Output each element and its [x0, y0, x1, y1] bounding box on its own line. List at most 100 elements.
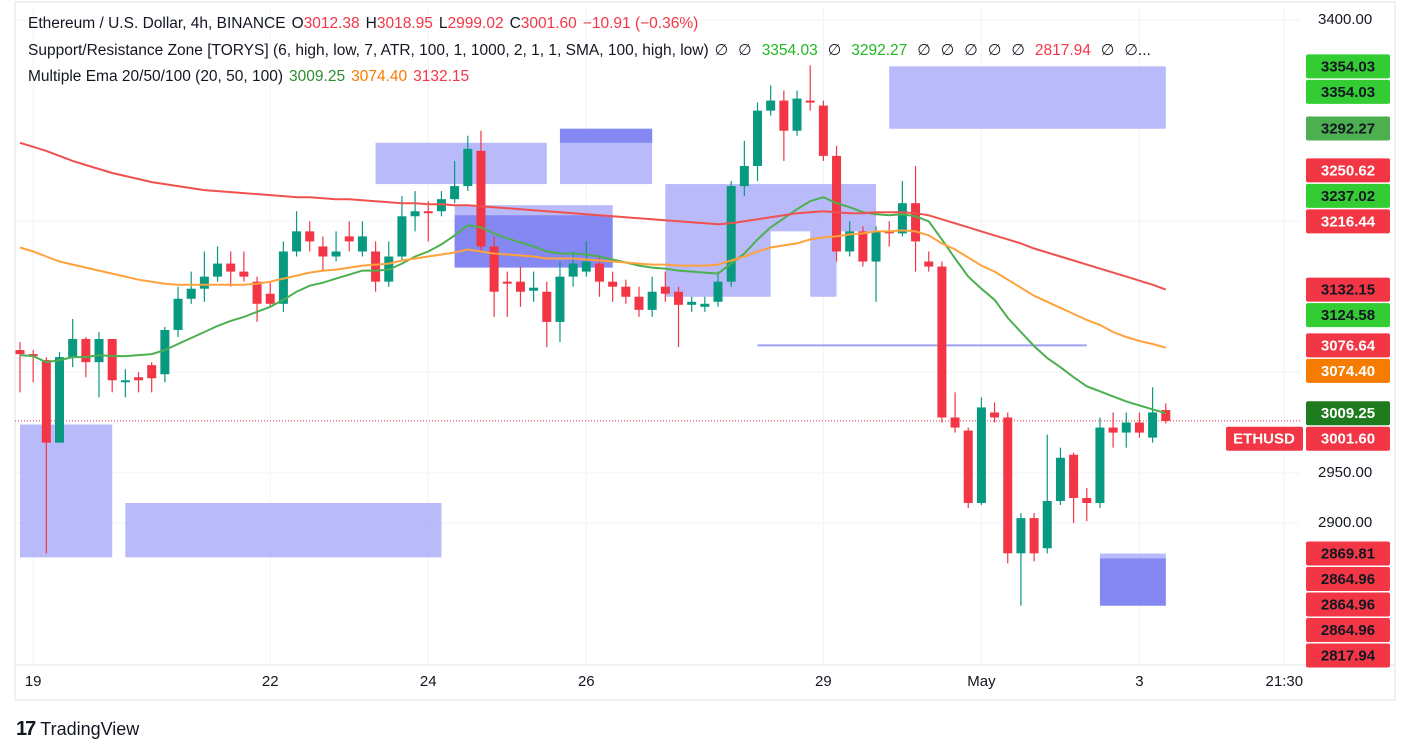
candle-body	[976, 407, 986, 504]
price-badge	[1306, 116, 1390, 141]
indicator-value: ∅	[1011, 41, 1025, 59]
candle-body	[647, 291, 657, 310]
price-badge	[1306, 183, 1390, 208]
candle-body	[766, 100, 776, 111]
candle-body	[1161, 410, 1171, 421]
indicator-value: ∅	[738, 41, 752, 59]
price-badge-label: 3250.62	[1321, 162, 1375, 179]
indicator-value: ∅	[827, 41, 842, 59]
candle-body	[41, 360, 51, 443]
price-badge	[1306, 618, 1390, 643]
price-badge	[1306, 401, 1390, 426]
y-tick-label: 2950.00	[1318, 464, 1372, 481]
price-badge-label: 2864.96	[1321, 596, 1375, 613]
x-tick-label: 21:30	[1266, 673, 1304, 690]
sr-zone	[889, 66, 1166, 129]
candle-body	[805, 100, 815, 103]
candle-body	[990, 412, 1000, 418]
candle-body	[937, 266, 947, 418]
candle-body	[568, 263, 578, 277]
candle-body	[213, 263, 223, 277]
price-badge-label: 3074.40	[1321, 363, 1375, 380]
candle-body	[1055, 457, 1065, 502]
candle-body	[753, 110, 763, 166]
candle-body	[239, 271, 249, 277]
candle-body	[792, 98, 802, 131]
brand-name: TradingView	[40, 719, 140, 739]
price-badge-label: 3076.64	[1321, 337, 1376, 354]
candle-body	[292, 231, 302, 252]
indicator-value: 3354.03	[761, 41, 818, 59]
y-tick-label: 2900.00	[1318, 514, 1372, 531]
candle-body	[515, 281, 525, 292]
price-badge	[1306, 209, 1390, 234]
candle-body	[700, 303, 710, 307]
ohlc-key: L	[438, 15, 448, 32]
candle-body	[489, 246, 499, 292]
price-badge-label: 3216.44	[1321, 213, 1376, 230]
price-badge-label: 3009.25	[1321, 405, 1375, 422]
candle-body	[1121, 422, 1131, 433]
candle-body	[81, 339, 91, 363]
price-badge-label: 3292.27	[1321, 120, 1375, 137]
candle-body	[371, 251, 381, 282]
x-tick-label: 19	[25, 673, 42, 690]
candle-body	[555, 276, 565, 322]
brand-logo[interactable]: 17 TradingView	[16, 718, 139, 741]
price-badge-label: 3354.03	[1321, 58, 1375, 75]
candle-body	[674, 291, 683, 305]
candle-body	[594, 263, 604, 282]
ema-line	[19, 196, 1167, 415]
candle-body	[226, 263, 236, 272]
price-badge-label: 2869.81	[1321, 545, 1375, 562]
price-badge	[1306, 333, 1390, 358]
price-badge-label: 3132.15	[1321, 282, 1375, 299]
candle-body	[818, 105, 828, 156]
candle-body	[450, 186, 460, 200]
indicator-value: 3074.40	[351, 68, 408, 85]
indicator-title[interactable]: Multiple Ema 20/50/100 (20, 50, 100)	[28, 68, 284, 85]
candle-body	[1134, 422, 1144, 433]
candle-body	[107, 339, 117, 381]
candle-body	[199, 276, 209, 289]
candle-body	[1016, 518, 1026, 554]
candle-body	[397, 216, 407, 257]
candle-body	[1082, 497, 1092, 504]
sr-zone	[375, 142, 547, 185]
price-badge-label: 2864.96	[1321, 622, 1375, 639]
price-badge-label: 3237.02	[1321, 188, 1375, 205]
indicator-title[interactable]: Support/Resistance Zone [TORYS] (6, high…	[28, 41, 709, 59]
legend: Ethereum / U.S. Dollar, 4h, BINANCE O3012…	[28, 11, 1161, 91]
candle-body	[252, 281, 262, 304]
candle-body	[950, 417, 960, 428]
candle-body	[120, 380, 130, 383]
candle-body	[911, 203, 921, 242]
sr-zone	[125, 503, 442, 558]
ema-line	[19, 229, 1167, 349]
x-tick-label: May	[967, 673, 996, 690]
ohlc-value: 3018.95	[376, 15, 433, 32]
candle-body	[897, 203, 907, 234]
candle-body	[621, 286, 631, 297]
sr-zone	[1099, 558, 1166, 606]
indicator-value: 3132.15	[413, 68, 470, 85]
candle-body	[779, 100, 789, 131]
candle-body	[713, 281, 723, 302]
candle-body	[739, 165, 749, 187]
ema-line	[19, 141, 1167, 291]
candle-body	[1003, 417, 1013, 554]
indicator-value: 2817.94	[1034, 41, 1091, 59]
indicator-value: 3292.27	[851, 41, 908, 59]
price-badge-label: 3001.60	[1321, 431, 1375, 448]
price-badge-label: 2817.94	[1321, 647, 1376, 664]
candle-body	[1069, 454, 1079, 498]
indicator-value: ∅	[714, 41, 729, 59]
sr-zone	[559, 128, 653, 143]
sr-zone	[836, 184, 877, 232]
price-badge	[1306, 277, 1390, 302]
ohlc-key: H	[365, 15, 377, 32]
candle-body	[331, 251, 341, 257]
indicator-value: ∅	[964, 41, 978, 59]
symbol-title[interactable]: Ethereum / U.S. Dollar, 4h, BINANCE	[28, 15, 286, 32]
